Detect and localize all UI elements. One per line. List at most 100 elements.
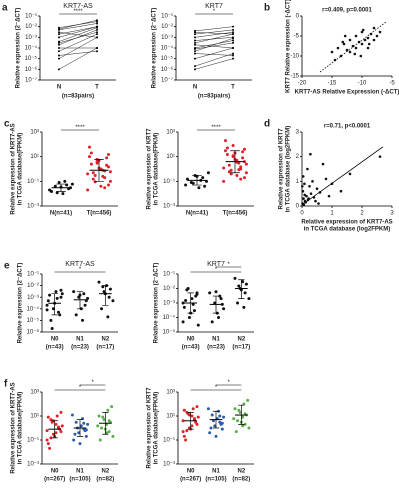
panel-label: b (264, 3, 270, 14)
x-tick-label: T (231, 85, 235, 91)
point (345, 48, 349, 52)
point (237, 168, 241, 172)
y-tick-label: 10³ (30, 130, 39, 136)
panel-label: f (4, 379, 8, 390)
x-tick-label: T(n=456) (87, 211, 112, 217)
pair-line (194, 53, 234, 56)
pair-line (194, 58, 234, 70)
significance-label: * (227, 262, 230, 268)
point (50, 327, 54, 331)
point (208, 291, 212, 295)
y-tick-label: 10⁻¹ (27, 438, 39, 444)
point (232, 47, 234, 49)
point (102, 418, 106, 422)
point (54, 422, 58, 426)
x-tick-label: T(n=456) (223, 211, 248, 217)
y-tick-label: 10³ (30, 390, 39, 396)
point (194, 29, 196, 32)
error-bar (51, 293, 58, 316)
point (59, 288, 63, 292)
point (222, 415, 226, 419)
y-tick-label: 10⁻¹ (163, 438, 175, 444)
point (82, 421, 86, 425)
y-tick-label: 10³ (166, 130, 175, 136)
point (217, 316, 221, 319)
point (194, 33, 196, 36)
y-axis-label: KRT7 Relative expression (-ΔCT) (286, 0, 292, 93)
point (209, 426, 213, 430)
point (58, 43, 60, 46)
point (54, 290, 58, 294)
pair-line (194, 38, 234, 52)
x-tick-label: -15 (328, 81, 337, 87)
point (194, 48, 196, 51)
point (181, 320, 185, 324)
pair-line (58, 32, 98, 44)
point (58, 57, 60, 60)
point (187, 413, 191, 417)
annotation: r=0.409, p=0.0001 (322, 8, 372, 14)
point (56, 310, 60, 314)
x-tick-label: 2 (360, 211, 364, 217)
point (321, 162, 325, 166)
point (341, 40, 345, 44)
x-tick-label: -5 (389, 81, 395, 87)
y-tick-label: 10⁻⁷ (161, 77, 173, 84)
error-bar (76, 419, 84, 437)
y-axis-label: Relative expression of KRT7-AS (11, 382, 17, 473)
point (59, 295, 63, 299)
pair-line (58, 33, 98, 52)
point (86, 296, 90, 300)
point (243, 422, 247, 426)
point (239, 165, 243, 169)
point (197, 186, 201, 190)
point (219, 297, 223, 301)
point (45, 438, 49, 442)
x-tick-label: N1 (76, 337, 84, 343)
point (195, 292, 199, 296)
pair-line (58, 27, 98, 42)
point (45, 308, 49, 312)
point (192, 309, 196, 313)
point (224, 149, 227, 153)
point (45, 429, 49, 433)
note: (n=83pairs) (62, 94, 94, 100)
point (236, 419, 240, 423)
point (107, 152, 110, 156)
point (107, 165, 110, 169)
point (86, 188, 90, 192)
point (70, 413, 74, 417)
point (184, 298, 188, 302)
point (232, 52, 234, 55)
point (194, 420, 198, 424)
point (233, 276, 237, 280)
point (106, 315, 110, 319)
point (93, 173, 97, 177)
pair-line (194, 42, 234, 50)
point (191, 181, 195, 185)
point (330, 50, 334, 54)
point (88, 155, 91, 159)
point (58, 31, 60, 34)
significance-label: * (215, 267, 218, 273)
point (74, 420, 78, 424)
point (98, 438, 102, 442)
point (227, 163, 231, 167)
point (50, 189, 53, 193)
point (232, 33, 234, 36)
point (51, 307, 55, 311)
y-tick-label: 1 (296, 179, 300, 185)
x-tick-label: N0 (187, 337, 195, 343)
point (107, 430, 111, 434)
point (194, 36, 196, 39)
y-tick-label: 10⁻³ (161, 35, 173, 41)
y-tick-label: 10⁻³ (27, 295, 39, 301)
x-tick-label: 3 (390, 211, 394, 217)
y-tick-label: 0 (296, 204, 300, 210)
point (303, 193, 307, 197)
pair-line (58, 26, 98, 38)
point (65, 183, 69, 187)
point (105, 431, 109, 435)
pair-line (58, 20, 98, 30)
point (107, 295, 111, 299)
